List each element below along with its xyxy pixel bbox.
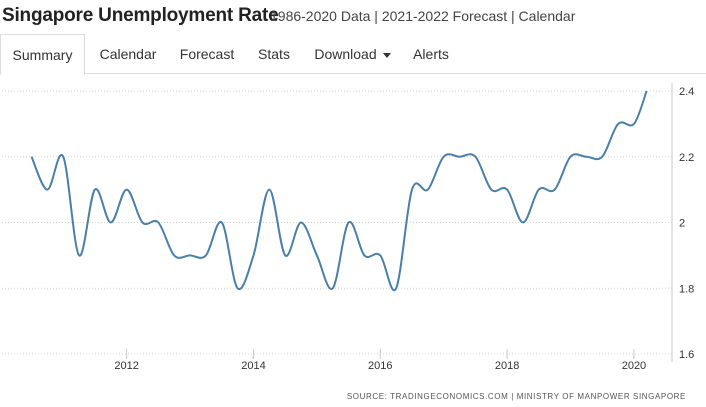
- tab-forecast-label: Forecast: [179, 46, 235, 62]
- x-tick-label: 2020: [622, 360, 646, 372]
- tab-calendar-label: Calendar: [99, 46, 157, 62]
- page-subtitle[interactable]: 1986-2020 Data | 2021-2022 Forecast | Ca…: [270, 8, 576, 24]
- x-tick-label: 2012: [114, 360, 138, 372]
- series-line: [30, 90, 648, 292]
- tab-summary[interactable]: Summary: [0, 34, 85, 75]
- tab-download[interactable]: Download: [305, 34, 400, 74]
- tab-summary-label: Summary: [12, 47, 73, 63]
- y-axis-labels: 1.6 1.8 2 2.2 2.4: [679, 86, 694, 361]
- y-tick-label: 2: [679, 218, 685, 230]
- tab-download-label: Download: [314, 46, 377, 62]
- y-tick-label: 2.2: [679, 152, 694, 164]
- x-tick-label: 2014: [241, 360, 265, 372]
- tab-alerts-label: Alerts: [413, 46, 449, 62]
- unemployment-line-chart: 2012 2014 2016 2018 2020 1.6 1.8 2 2.2 2.4 SOURC…: [2, 83, 694, 401]
- tab-alerts[interactable]: Alerts: [404, 34, 458, 74]
- chart-area: 2012 2014 2016 2018 2020 1.6 1.8 2 2.2 2.4 SOURC…: [0, 74, 706, 407]
- tab-stats-label: Stats: [258, 46, 290, 62]
- tab-forecast[interactable]: Forecast: [170, 34, 244, 74]
- page-header: Singapore Unemployment Rate 1986-2020 Da…: [0, 0, 706, 34]
- y-tick-label: 1.6: [679, 349, 694, 361]
- x-tick-label: 2016: [368, 360, 392, 372]
- source-note: SOURCE: TRADINGECONOMICS.COM | MINISTRY …: [347, 392, 686, 401]
- tab-stats[interactable]: Stats: [247, 34, 301, 74]
- grid-lines: [2, 90, 672, 355]
- tab-bar: Summary Calendar Forecast Stats Download…: [0, 34, 706, 75]
- y-tick-label: 1.8: [679, 283, 694, 295]
- caret-down-icon: [382, 52, 391, 58]
- page-title: Singapore Unemployment Rate: [2, 5, 279, 26]
- tab-calendar[interactable]: Calendar: [87, 34, 169, 74]
- x-axis-ticks: 2012 2014 2016 2018 2020: [114, 349, 646, 372]
- y-tick-label: 2.4: [679, 86, 694, 98]
- x-tick-label: 2018: [495, 360, 519, 372]
